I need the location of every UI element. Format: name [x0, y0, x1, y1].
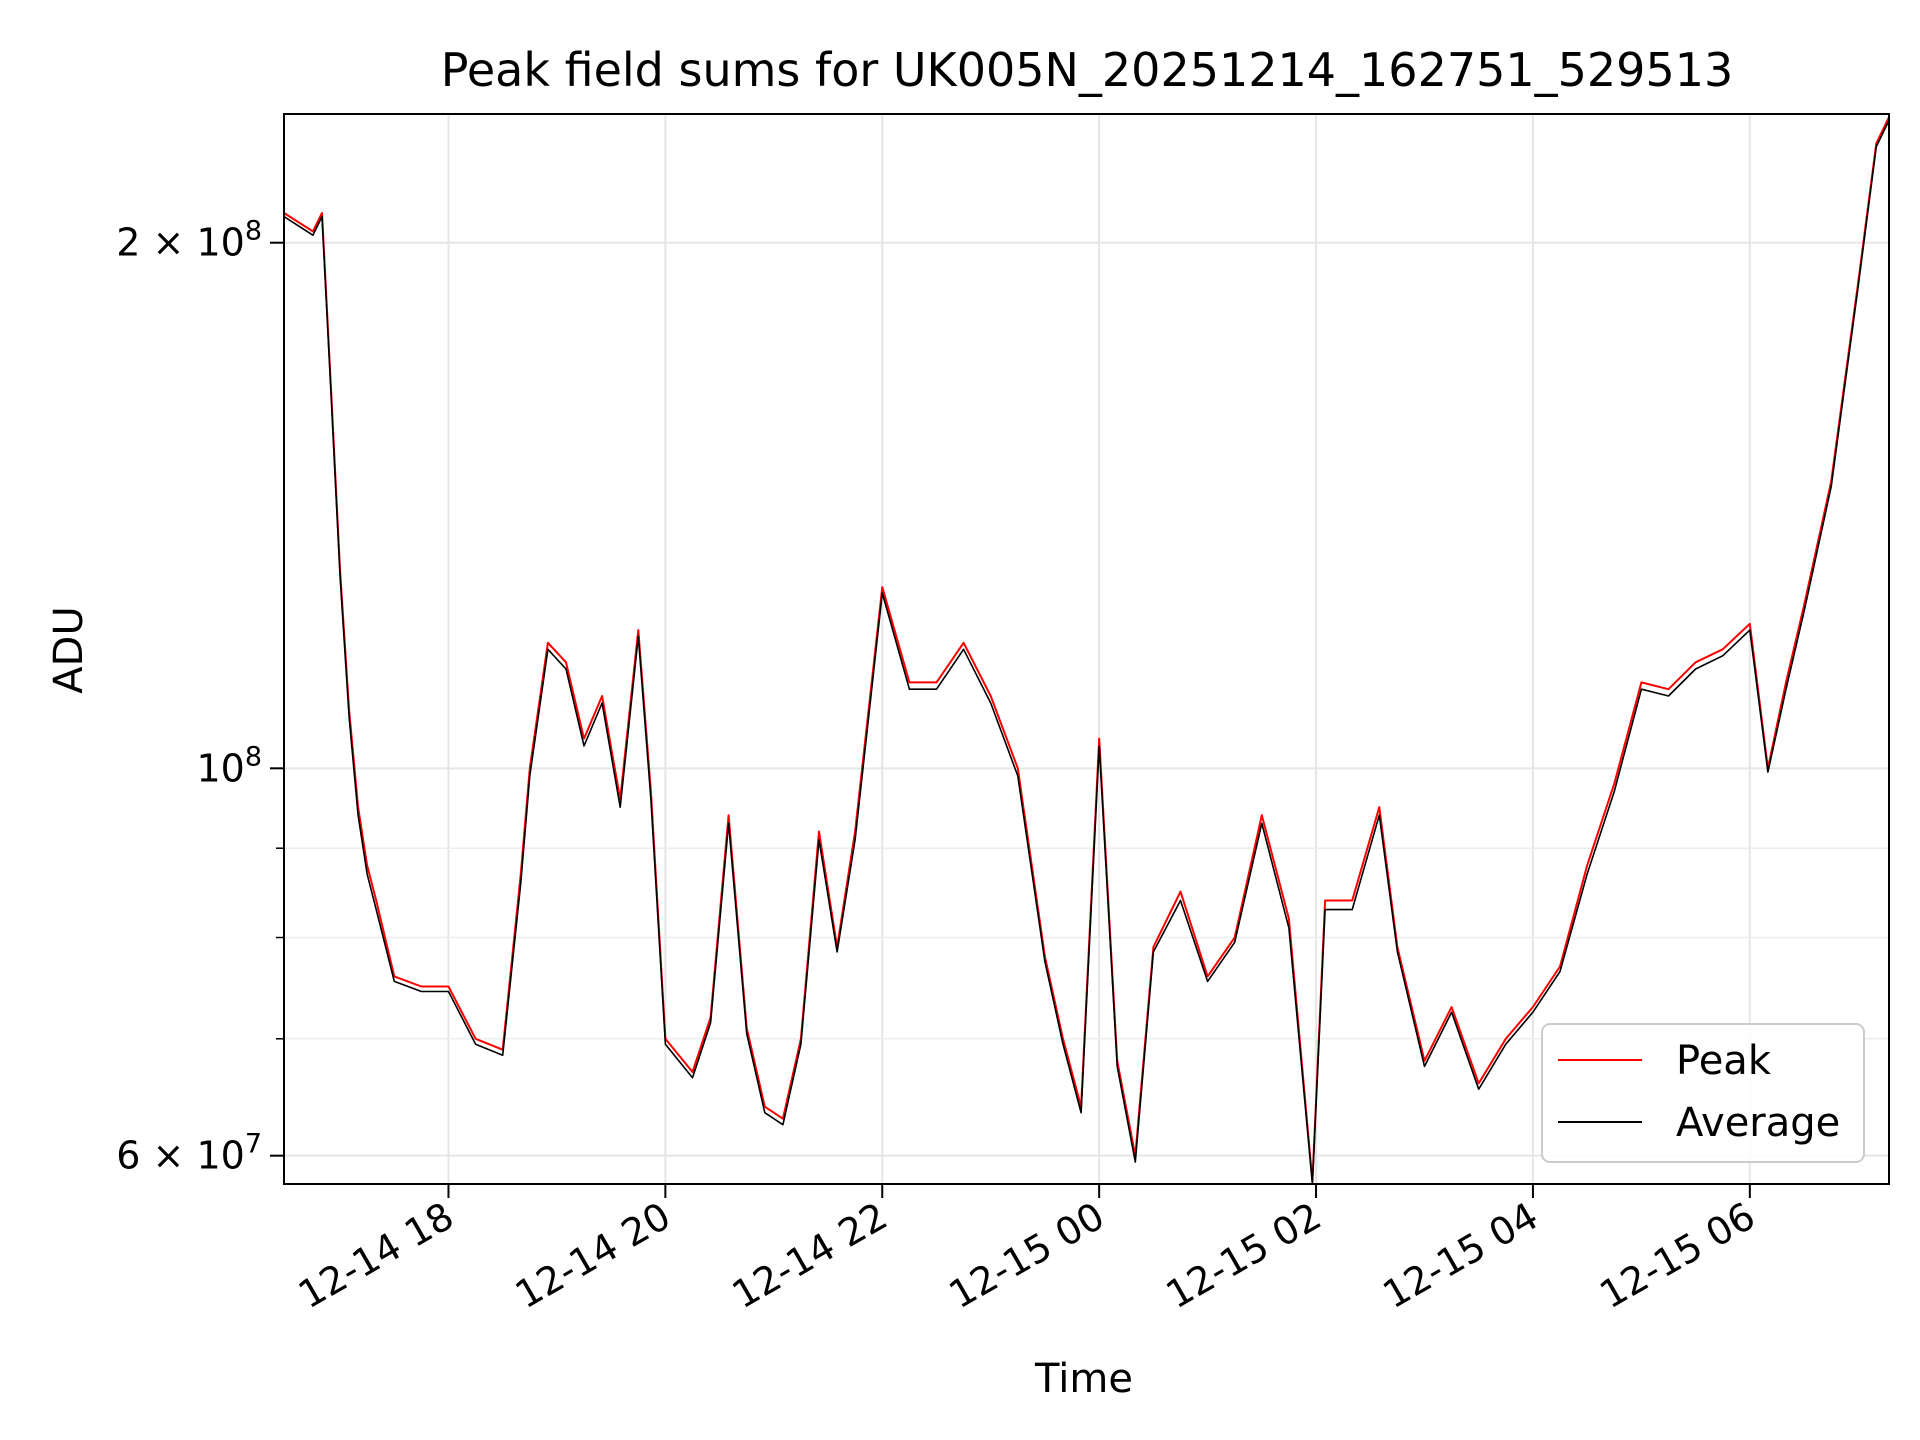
plot-frame [283, 113, 1890, 1185]
y-tick-label-2: 2 × 108 [116, 216, 262, 265]
legend: Peak Average [1541, 1023, 1865, 1163]
chart-title: Peak field sums for UK005N_20251214_1627… [441, 43, 1734, 97]
plot-series [283, 116, 1890, 1185]
y-tick-label-1: 108 [196, 741, 262, 790]
y-tick-label-0: 6 × 107 [116, 1129, 262, 1178]
x-axis-label: Time [1034, 1356, 1133, 1402]
legend-box [1541, 1023, 1865, 1163]
series-line-average [283, 120, 1890, 1185]
y-axis-label: ADU [46, 606, 92, 693]
legend-label-average: Average [1676, 1100, 1840, 1146]
legend-label-peak: Peak [1676, 1038, 1772, 1084]
series-line-peak [283, 116, 1890, 1183]
